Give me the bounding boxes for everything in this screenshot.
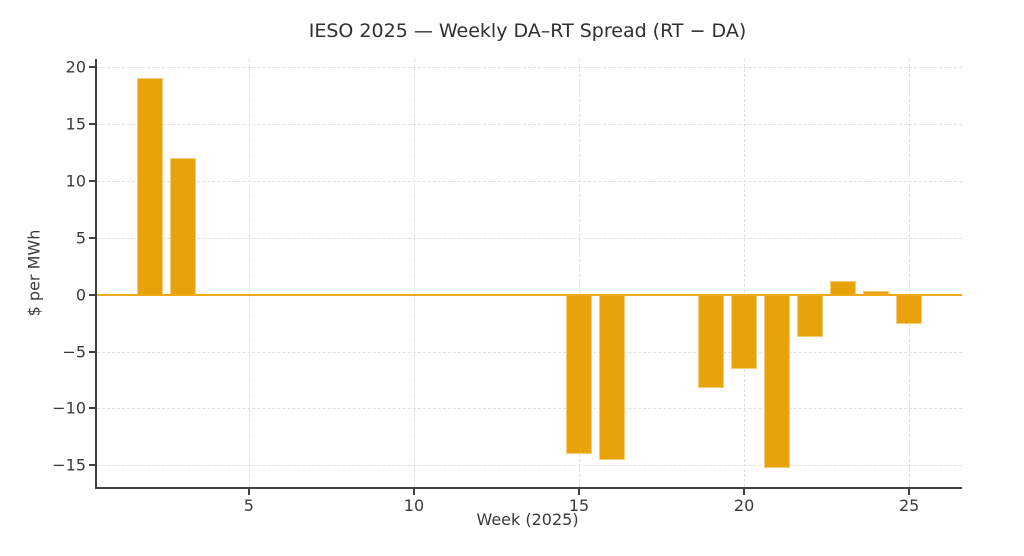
y-tick-mark: [89, 236, 95, 239]
y-tick-label: 20: [65, 57, 86, 77]
y-tick-label: −15: [52, 455, 86, 475]
x-tick-label: 15: [568, 496, 590, 515]
y-axis-label: $ per MWh: [24, 229, 44, 317]
bar: [829, 280, 857, 295]
v-gridline: [909, 59, 911, 487]
y-tick-mark: [89, 407, 95, 410]
x-tick-mark: [908, 489, 911, 495]
y-tick-mark: [89, 293, 95, 296]
plot-area: 20 15 10 5 0 −5 −10 −15 5 10 15 20 25: [52, 57, 962, 515]
bar: [136, 78, 164, 295]
x-tick-label: 25: [898, 496, 920, 515]
bar: [169, 158, 197, 295]
chart-title: IESO 2025 — Weekly DA–RT Spread (RT − DA…: [308, 20, 747, 42]
y-tick-label: −5: [62, 342, 86, 362]
h-gridline: [97, 351, 962, 353]
bar: [763, 294, 791, 468]
h-gridline: [97, 408, 962, 410]
h-gridline: [97, 465, 962, 467]
v-gridline: [248, 59, 250, 487]
v-gridline: [744, 59, 746, 487]
v-gridline: [413, 59, 415, 487]
y-tick-label: 5: [75, 228, 86, 248]
bar: [895, 294, 923, 325]
x-tick-label: 20: [733, 496, 755, 515]
h-gridline: [97, 237, 962, 239]
x-tick-mark: [743, 489, 746, 495]
zero-line: [97, 293, 962, 296]
y-tick-label: 10: [65, 171, 86, 191]
y-tick-label: 0: [75, 285, 86, 305]
h-gridline: [97, 123, 962, 125]
v-gridline: [579, 59, 581, 487]
x-tick-label: 10: [403, 496, 425, 515]
x-tick-mark: [247, 489, 250, 495]
bar: [730, 294, 758, 369]
bar: [598, 294, 626, 460]
h-gridline: [97, 180, 962, 182]
bar: [796, 294, 824, 337]
x-tick-mark: [578, 489, 581, 495]
y-tick-mark: [89, 350, 95, 353]
y-tick-mark: [89, 179, 95, 182]
bar: [565, 294, 593, 454]
y-tick-mark: [89, 122, 95, 125]
y-tick-label: 15: [65, 114, 86, 134]
y-tick-label: −10: [52, 398, 86, 418]
bar: [697, 294, 725, 388]
y-tick-mark: [89, 464, 95, 467]
x-tick-label: 5: [243, 496, 254, 515]
x-tick-mark: [412, 489, 415, 495]
y-tick-mark: [89, 65, 95, 68]
x-axis-label: Week (2025): [476, 510, 579, 529]
h-gridline: [97, 66, 962, 68]
